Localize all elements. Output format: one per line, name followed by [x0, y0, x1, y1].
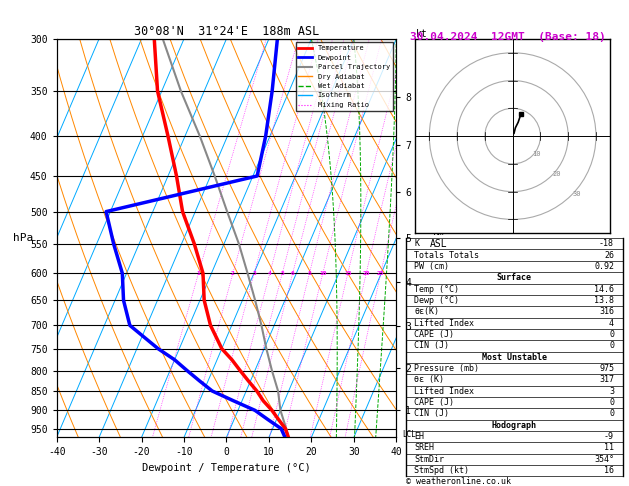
- Text: 0: 0: [609, 330, 614, 339]
- Text: 0.92: 0.92: [594, 262, 614, 271]
- Y-axis label: km
ASL: km ASL: [430, 227, 448, 249]
- Text: 10: 10: [533, 151, 541, 157]
- Text: 25: 25: [377, 271, 384, 276]
- Text: hPa: hPa: [13, 233, 33, 243]
- Text: Hodograph: Hodograph: [492, 421, 537, 430]
- Text: 13.8: 13.8: [594, 296, 614, 305]
- Text: 10: 10: [319, 271, 326, 276]
- Text: StmSpd (kt): StmSpd (kt): [415, 466, 469, 475]
- Text: Lifted Index: Lifted Index: [415, 387, 474, 396]
- Text: Temp (°C): Temp (°C): [415, 285, 459, 294]
- Text: 317: 317: [599, 375, 614, 384]
- Text: CIN (J): CIN (J): [415, 341, 449, 350]
- Text: LCL: LCL: [403, 431, 416, 439]
- Text: StmDir: StmDir: [415, 455, 444, 464]
- Text: -9: -9: [604, 432, 614, 441]
- Text: K: K: [415, 239, 420, 248]
- Text: Totals Totals: Totals Totals: [415, 251, 479, 260]
- Text: 30: 30: [572, 191, 581, 197]
- Text: 5: 5: [281, 271, 284, 276]
- Text: 15: 15: [344, 271, 352, 276]
- X-axis label: Dewpoint / Temperature (°C): Dewpoint / Temperature (°C): [142, 463, 311, 473]
- Text: 16: 16: [604, 466, 614, 475]
- Text: Dewp (°C): Dewp (°C): [415, 296, 459, 305]
- Text: 3: 3: [609, 387, 614, 396]
- Text: 2: 2: [231, 271, 235, 276]
- Title: 30°08'N  31°24'E  188m ASL: 30°08'N 31°24'E 188m ASL: [134, 25, 319, 38]
- Text: 975: 975: [599, 364, 614, 373]
- Text: θε(K): θε(K): [415, 307, 440, 316]
- Text: EH: EH: [415, 432, 425, 441]
- Text: Pressure (mb): Pressure (mb): [415, 364, 479, 373]
- Text: 0: 0: [609, 341, 614, 350]
- Text: 0: 0: [609, 398, 614, 407]
- Text: 11: 11: [604, 443, 614, 452]
- Text: 14.6: 14.6: [594, 285, 614, 294]
- Text: 3: 3: [252, 271, 256, 276]
- Text: 1: 1: [197, 271, 201, 276]
- Text: 354°: 354°: [594, 455, 614, 464]
- Text: 26: 26: [604, 251, 614, 260]
- Text: SREH: SREH: [415, 443, 435, 452]
- Text: 6: 6: [291, 271, 294, 276]
- Text: © weatheronline.co.uk: © weatheronline.co.uk: [406, 477, 511, 486]
- Text: CAPE (J): CAPE (J): [415, 330, 454, 339]
- Text: θε (K): θε (K): [415, 375, 444, 384]
- Text: 20: 20: [553, 171, 561, 177]
- Text: 0: 0: [609, 409, 614, 418]
- Text: 30.04.2024  12GMT  (Base: 18): 30.04.2024 12GMT (Base: 18): [410, 32, 606, 42]
- Text: Most Unstable: Most Unstable: [482, 353, 547, 362]
- Text: Lifted Index: Lifted Index: [415, 319, 474, 328]
- Text: kt: kt: [415, 29, 427, 39]
- Text: -18: -18: [599, 239, 614, 248]
- Text: 20: 20: [362, 271, 370, 276]
- Text: PW (cm): PW (cm): [415, 262, 449, 271]
- Text: 8: 8: [308, 271, 311, 276]
- Text: CAPE (J): CAPE (J): [415, 398, 454, 407]
- Text: 316: 316: [599, 307, 614, 316]
- Text: Surface: Surface: [497, 273, 532, 282]
- Text: CIN (J): CIN (J): [415, 409, 449, 418]
- Text: 4: 4: [268, 271, 272, 276]
- Legend: Temperature, Dewpoint, Parcel Trajectory, Dry Adiabat, Wet Adiabat, Isotherm, Mi: Temperature, Dewpoint, Parcel Trajectory…: [296, 42, 392, 111]
- Text: 4: 4: [609, 319, 614, 328]
